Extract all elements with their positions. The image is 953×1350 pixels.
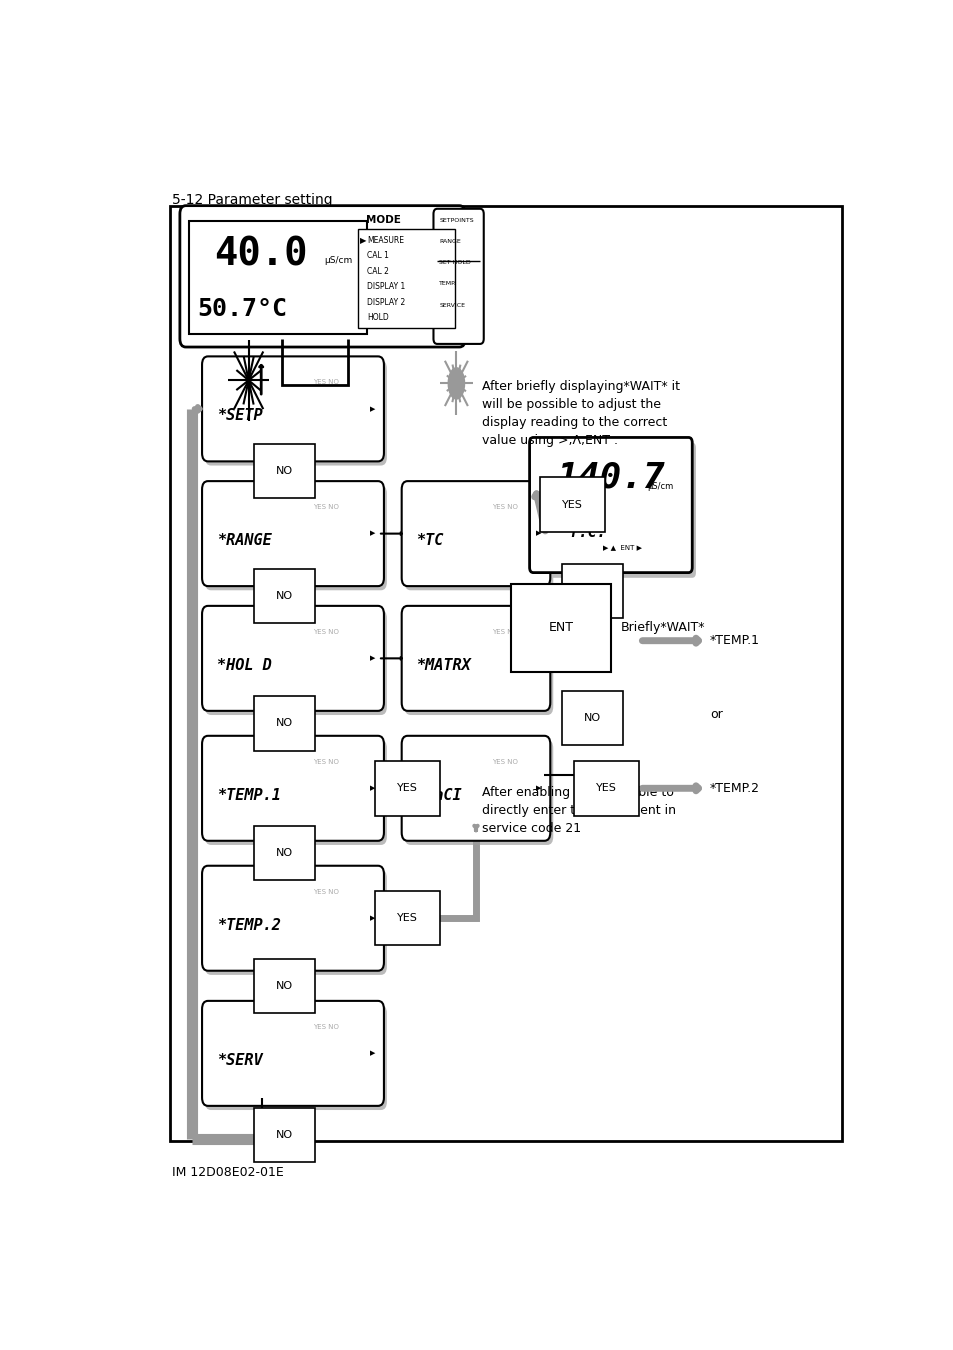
Text: *TC: *TC	[416, 533, 443, 548]
Text: ▶: ▶	[370, 406, 375, 412]
Text: *SERV: *SERV	[216, 1053, 262, 1068]
FancyBboxPatch shape	[357, 228, 455, 328]
Text: YES NO: YES NO	[492, 629, 517, 634]
Text: YES NO: YES NO	[314, 504, 339, 510]
Text: 140.7: 140.7	[556, 460, 664, 494]
Text: *: *	[245, 374, 252, 387]
Text: *TEMP.2: *TEMP.2	[709, 782, 759, 795]
Text: ▶: ▶	[370, 531, 375, 536]
Text: YES NO: YES NO	[314, 888, 339, 895]
FancyBboxPatch shape	[202, 356, 383, 462]
Text: *SETP: *SETP	[216, 409, 262, 424]
FancyBboxPatch shape	[180, 205, 465, 347]
Text: μS/cm: μS/cm	[646, 482, 672, 491]
Text: NO: NO	[275, 848, 293, 859]
Text: 50.7°C: 50.7°C	[196, 297, 287, 321]
Text: RANGE: RANGE	[439, 239, 460, 244]
Text: YES NO: YES NO	[492, 759, 517, 765]
Text: 40.0: 40.0	[213, 236, 307, 274]
Text: YES NO: YES NO	[314, 629, 339, 634]
FancyBboxPatch shape	[404, 610, 553, 716]
Text: *TEMP.2: *TEMP.2	[216, 918, 280, 933]
Text: NO: NO	[275, 718, 293, 729]
Text: NO: NO	[275, 1130, 293, 1139]
FancyBboxPatch shape	[205, 869, 387, 975]
Text: ▶: ▶	[536, 531, 541, 536]
Text: *NaCI: *NaCI	[416, 788, 461, 803]
Text: *TEMP.1: *TEMP.1	[709, 634, 759, 647]
Text: MEASURE: MEASURE	[367, 236, 403, 244]
Text: MODE: MODE	[366, 215, 401, 225]
Text: *MATRX: *MATRX	[416, 657, 471, 672]
FancyBboxPatch shape	[533, 443, 696, 578]
Text: NO: NO	[275, 466, 293, 477]
Text: ▶: ▶	[536, 786, 541, 791]
FancyBboxPatch shape	[202, 1000, 383, 1106]
Text: Briefly*WAIT*: Briefly*WAIT*	[619, 621, 704, 634]
FancyBboxPatch shape	[205, 1004, 387, 1110]
FancyBboxPatch shape	[202, 606, 383, 711]
FancyBboxPatch shape	[401, 736, 550, 841]
Text: CAL 1: CAL 1	[367, 251, 389, 261]
Text: IM 12D08E02-01E: IM 12D08E02-01E	[172, 1165, 284, 1179]
Text: *RANGE: *RANGE	[216, 533, 272, 548]
FancyBboxPatch shape	[433, 209, 483, 344]
Text: ▶: ▶	[370, 786, 375, 791]
Text: YES: YES	[596, 783, 617, 794]
Text: *TEMP.1: *TEMP.1	[216, 788, 280, 803]
Text: YES NO: YES NO	[314, 1023, 339, 1030]
Text: 5-12 Parameter setting: 5-12 Parameter setting	[172, 193, 333, 207]
FancyBboxPatch shape	[202, 736, 383, 841]
FancyBboxPatch shape	[202, 481, 383, 586]
FancyBboxPatch shape	[205, 610, 387, 716]
FancyBboxPatch shape	[202, 865, 383, 971]
Text: CAL 2: CAL 2	[367, 267, 389, 275]
Text: *  T.C.: * T.C.	[541, 525, 605, 540]
FancyBboxPatch shape	[529, 437, 692, 572]
Text: ▶: ▶	[536, 655, 541, 662]
FancyBboxPatch shape	[401, 481, 550, 586]
Text: YES: YES	[396, 783, 417, 794]
FancyBboxPatch shape	[170, 205, 841, 1141]
Text: NO: NO	[275, 591, 293, 601]
Text: NO: NO	[275, 981, 293, 991]
Text: ▶: ▶	[370, 915, 375, 921]
Text: After enabling TC it possible to
directly enter the coefficient in
service code : After enabling TC it possible to directl…	[481, 786, 675, 834]
Text: ENT: ENT	[548, 621, 573, 634]
Text: *HOL D: *HOL D	[216, 657, 272, 672]
Text: μS/cm: μS/cm	[324, 256, 353, 265]
Text: NO: NO	[583, 713, 600, 724]
Text: TEMP.: TEMP.	[439, 281, 456, 286]
Text: DISPLAY 1: DISPLAY 1	[367, 282, 405, 292]
Text: NO: NO	[583, 586, 600, 595]
Text: ▶: ▶	[359, 236, 366, 244]
Text: After briefly displaying*WAIT* it
will be possible to adjust the
display reading: After briefly displaying*WAIT* it will b…	[481, 381, 679, 447]
Text: YES NO: YES NO	[314, 379, 339, 385]
FancyBboxPatch shape	[190, 221, 367, 333]
Text: YES NO: YES NO	[492, 504, 517, 510]
Text: SERVICE: SERVICE	[439, 302, 465, 308]
FancyBboxPatch shape	[205, 360, 387, 466]
Text: HOLD: HOLD	[367, 313, 389, 323]
Text: or: or	[709, 707, 721, 721]
Text: YES NO: YES NO	[314, 759, 339, 765]
FancyBboxPatch shape	[404, 740, 553, 845]
Text: YES: YES	[396, 913, 417, 923]
Text: YES: YES	[561, 500, 582, 509]
FancyBboxPatch shape	[404, 485, 553, 590]
Text: SET HOLD: SET HOLD	[439, 261, 471, 265]
Text: DISPLAY 2: DISPLAY 2	[367, 298, 405, 306]
Text: SETPOINTS: SETPOINTS	[439, 217, 474, 223]
Text: ▶ ▲  ENT ▶: ▶ ▲ ENT ▶	[602, 544, 641, 551]
Text: ▶: ▶	[370, 655, 375, 662]
FancyBboxPatch shape	[401, 606, 550, 711]
Text: ▶: ▶	[370, 1050, 375, 1056]
FancyBboxPatch shape	[205, 485, 387, 590]
Ellipse shape	[448, 367, 464, 400]
FancyBboxPatch shape	[205, 740, 387, 845]
